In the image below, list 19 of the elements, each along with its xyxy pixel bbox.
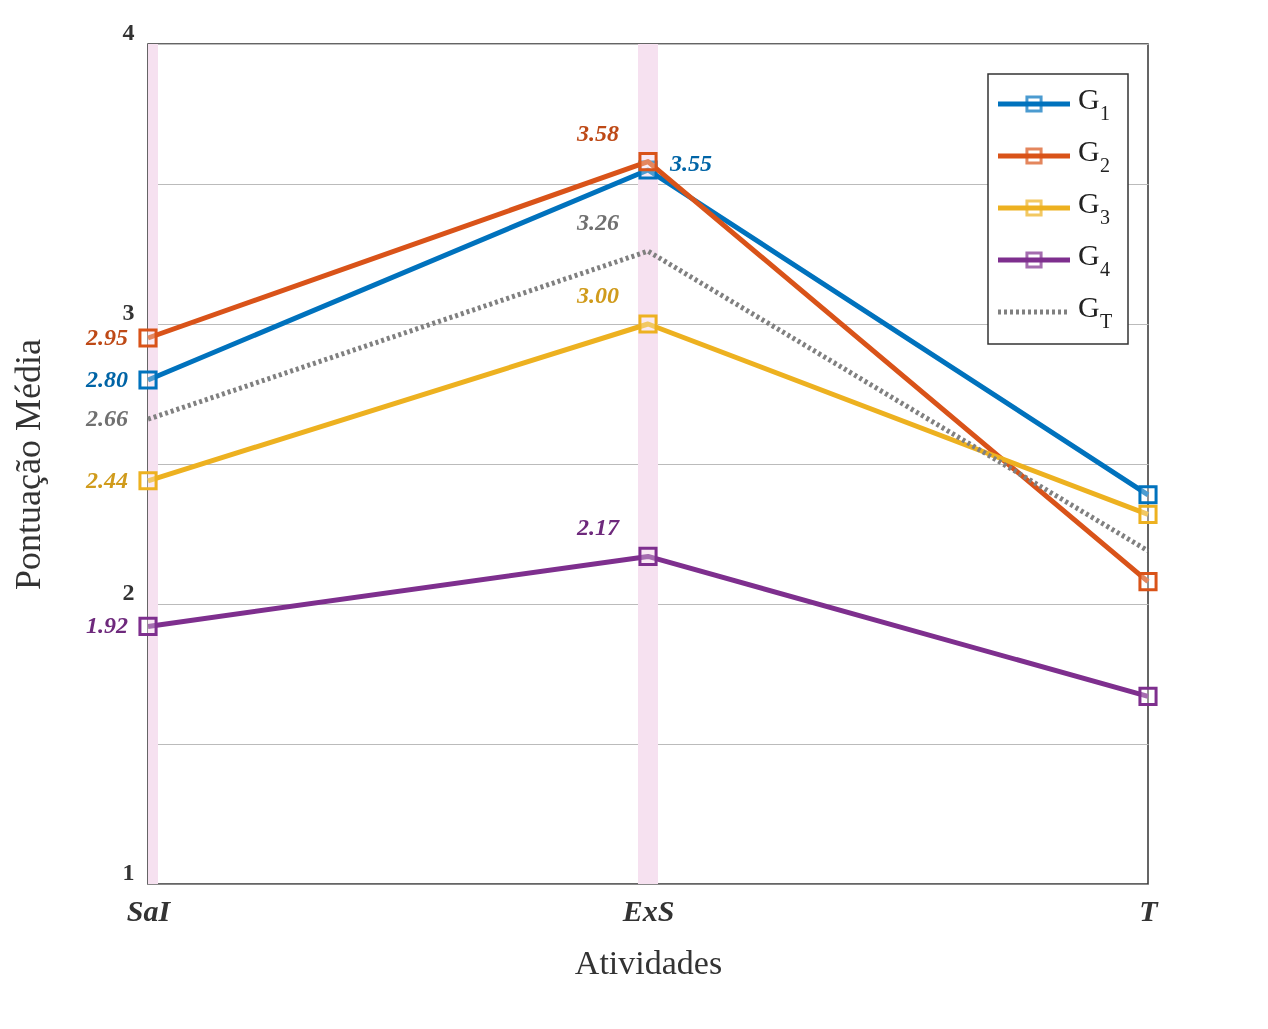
y-axis-title: Pontuação Média [7, 339, 48, 590]
x-tick-label: T [1139, 893, 1160, 927]
data-label: 1.92 [86, 612, 128, 639]
y-tick-label: 1 [122, 858, 135, 885]
data-label: 2.17 [576, 514, 620, 541]
x-tick-label: ExS [621, 893, 675, 927]
data-label: 2.44 [85, 466, 128, 493]
data-label: 3.58 [576, 119, 619, 146]
x-tick-label: SaI [126, 893, 172, 927]
x-axis-title: Atividades [574, 943, 723, 981]
data-label: 3.26 [576, 209, 619, 236]
data-label: 2.66 [85, 405, 128, 432]
data-label: 2.95 [85, 324, 128, 350]
data-label: 3.00 [576, 282, 619, 308]
y-tick-label: 3 [122, 298, 135, 325]
data-label: 2.80 [85, 366, 128, 392]
y-tick-label: 4 [122, 18, 135, 45]
y-tick-label: 2 [122, 578, 135, 605]
data-label: 3.55 [669, 150, 712, 176]
